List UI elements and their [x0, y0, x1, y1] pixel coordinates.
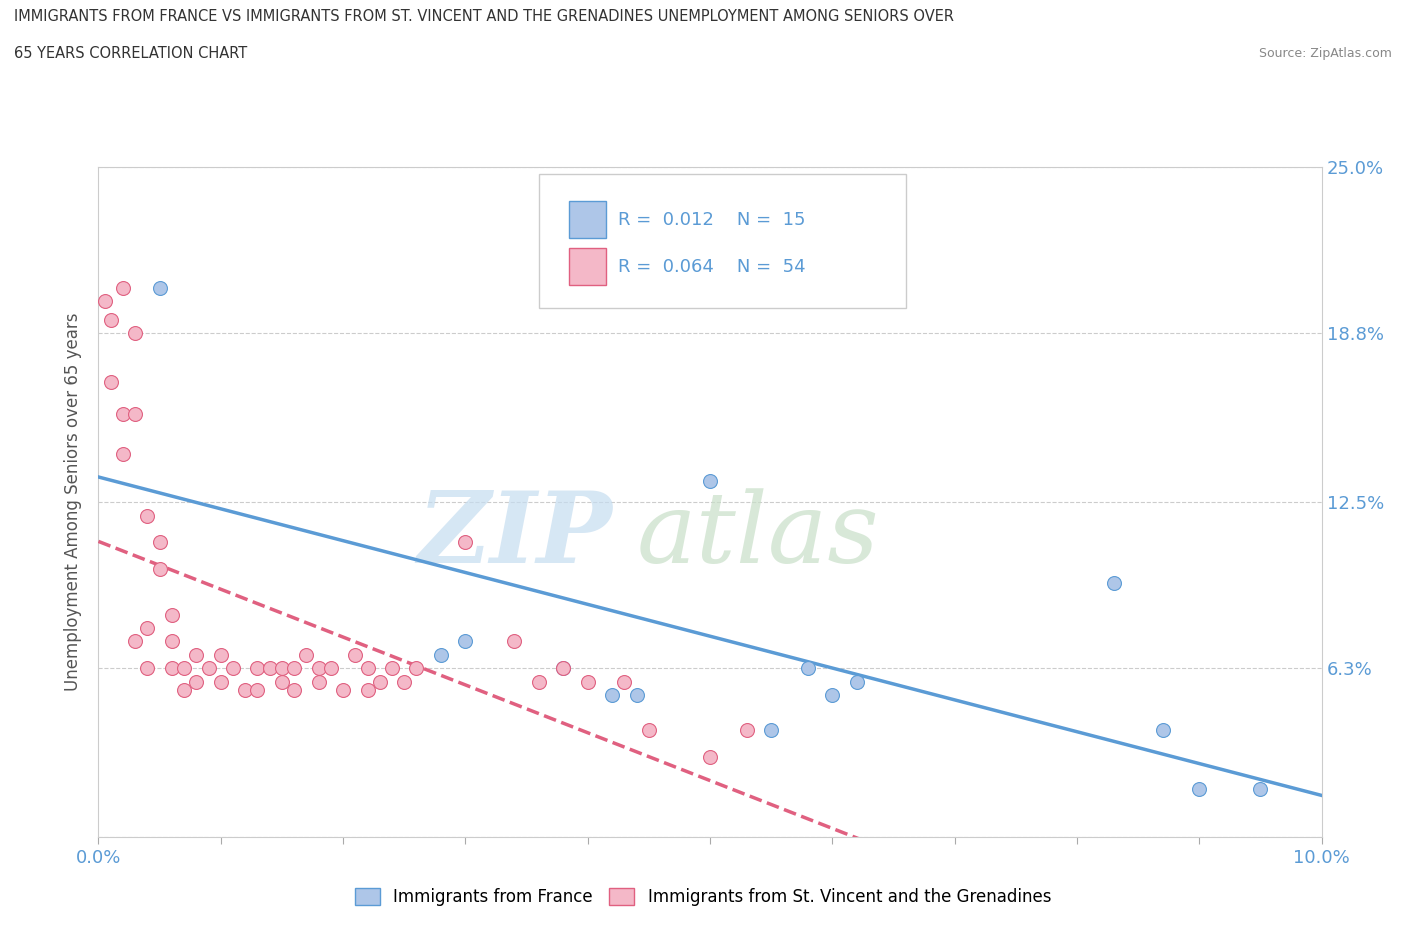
Point — [246, 683, 269, 698]
Point — [735, 723, 758, 737]
Point — [295, 647, 318, 662]
Point — [283, 683, 305, 698]
Point — [368, 674, 391, 689]
Point — [270, 674, 292, 689]
Point — [699, 750, 721, 764]
Text: Source: ZipAtlas.com: Source: ZipAtlas.com — [1258, 46, 1392, 60]
Point — [111, 281, 134, 296]
Point — [503, 634, 526, 649]
Point — [124, 634, 146, 649]
Point — [186, 647, 208, 662]
Point — [93, 294, 115, 309]
Text: IMMIGRANTS FROM FRANCE VS IMMIGRANTS FROM ST. VINCENT AND THE GRENADINES UNEMPLO: IMMIGRANTS FROM FRANCE VS IMMIGRANTS FRO… — [14, 9, 955, 24]
Point — [699, 473, 721, 488]
Point — [100, 312, 122, 327]
Point — [845, 674, 868, 689]
Bar — [569, 247, 606, 285]
Point — [1102, 575, 1125, 590]
Text: R =  0.012    N =  15: R = 0.012 N = 15 — [619, 210, 806, 229]
Point — [124, 406, 146, 421]
Point — [233, 683, 256, 698]
Point — [222, 661, 245, 676]
Point — [356, 661, 378, 676]
Point — [797, 661, 820, 676]
Text: atlas: atlas — [637, 488, 879, 583]
Point — [319, 661, 342, 676]
Point — [160, 607, 183, 622]
Point — [759, 723, 782, 737]
Point — [136, 508, 159, 523]
Point — [454, 535, 477, 550]
Point — [149, 281, 172, 296]
Point — [259, 661, 281, 676]
Point — [600, 687, 623, 702]
Point — [186, 674, 208, 689]
Point — [553, 661, 575, 676]
Point — [209, 674, 232, 689]
Point — [1249, 781, 1271, 796]
Point — [308, 674, 330, 689]
Point — [209, 647, 232, 662]
Point — [576, 674, 599, 689]
Point — [136, 661, 159, 676]
Point — [1188, 781, 1211, 796]
Point — [332, 683, 354, 698]
Point — [160, 661, 183, 676]
Point — [308, 661, 330, 676]
Point — [527, 674, 550, 689]
Point — [149, 535, 172, 550]
Point — [405, 661, 427, 676]
Point — [160, 634, 183, 649]
Point — [197, 661, 219, 676]
Text: ZIP: ZIP — [418, 487, 612, 584]
Text: R =  0.064    N =  54: R = 0.064 N = 54 — [619, 258, 806, 275]
Y-axis label: Unemployment Among Seniors over 65 years: Unemployment Among Seniors over 65 years — [65, 313, 83, 691]
Point — [637, 723, 661, 737]
Point — [553, 661, 575, 676]
Point — [124, 326, 146, 341]
Legend: Immigrants from France, Immigrants from St. Vincent and the Grenadines: Immigrants from France, Immigrants from … — [349, 881, 1057, 912]
Point — [173, 661, 195, 676]
Point — [136, 620, 159, 635]
Point — [111, 406, 134, 421]
Point — [270, 661, 292, 676]
Point — [173, 683, 195, 698]
Point — [626, 687, 648, 702]
Point — [111, 446, 134, 461]
Point — [100, 374, 122, 389]
Point — [381, 661, 404, 676]
Point — [392, 674, 416, 689]
Point — [454, 634, 477, 649]
Bar — [569, 201, 606, 238]
FancyBboxPatch shape — [538, 174, 905, 308]
Point — [356, 683, 378, 698]
Point — [246, 661, 269, 676]
Point — [613, 674, 636, 689]
Point — [1152, 723, 1174, 737]
Point — [430, 647, 453, 662]
Point — [344, 647, 367, 662]
Point — [149, 562, 172, 577]
Point — [283, 661, 305, 676]
Point — [821, 687, 844, 702]
Text: 65 YEARS CORRELATION CHART: 65 YEARS CORRELATION CHART — [14, 46, 247, 61]
